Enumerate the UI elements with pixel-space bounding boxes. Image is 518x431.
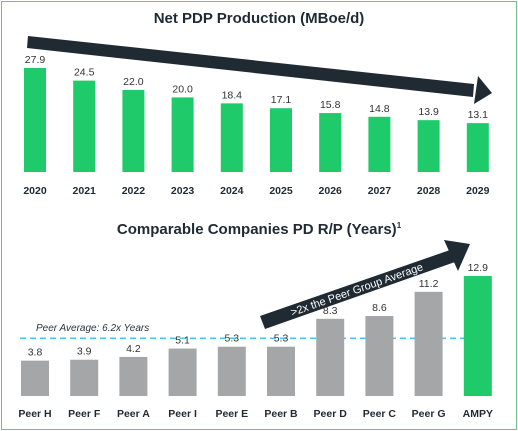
category-label-peer-i: Peer I: [168, 408, 197, 420]
bar-ampy: [463, 276, 492, 396]
peer-group-arrow-head: [444, 240, 470, 271]
value-label-2024: 18.4: [222, 89, 243, 101]
chart1-value-labels: 27.9 24.5 22.0 20.0 18.4 17.1 15.8 14.8 13.9 13.1: [25, 54, 488, 121]
bar-2029: [466, 123, 489, 172]
bar-peer-c: [365, 316, 394, 396]
bar-peer-g: [414, 291, 443, 396]
value-label-ampy: 12.9: [468, 262, 489, 274]
value-label-2020: 27.9: [25, 54, 46, 66]
value-label-peer-b: 5.3: [274, 333, 289, 345]
bar-peer-h: [21, 360, 49, 396]
category-label-peer-g: Peer G: [412, 408, 446, 420]
peer-group-annotation: >2x the Peer Group Average: [289, 261, 425, 319]
bar-peer-d: [316, 318, 345, 396]
bar-2023: [171, 97, 194, 172]
category-label-peer-e: Peer E: [215, 408, 248, 420]
bar-peer-i: [168, 348, 197, 396]
category-label-peer-d: Peer D: [314, 408, 348, 420]
value-label-peer-e: 5.3: [224, 333, 239, 345]
chart2-title-text: Comparable Companies PD R/P (Years): [117, 221, 397, 238]
peer-average-label: Peer Average: 6.2x Years: [36, 323, 149, 334]
bar-2022: [122, 89, 145, 172]
category-label-ampy: AMPY: [463, 408, 493, 420]
category-label-2022: 2022: [122, 185, 146, 197]
category-label-peer-f: Peer F: [68, 408, 101, 420]
bar-2024: [220, 103, 243, 172]
value-label-peer-d: 8.3: [323, 305, 338, 317]
chart1-bars: [24, 67, 489, 172]
bar-2027: [368, 116, 391, 172]
value-label-2027: 14.8: [369, 103, 390, 115]
value-label-2021: 24.5: [74, 67, 95, 79]
value-label-2025: 17.1: [271, 94, 292, 106]
category-label-2029: 2029: [466, 185, 490, 197]
category-label-peer-b: Peer B: [264, 408, 298, 420]
value-label-2022: 22.0: [123, 76, 144, 88]
chart2-bars: [21, 276, 492, 396]
value-label-peer-c: 8.6: [372, 302, 387, 314]
chart2-title-superscript: 1: [397, 221, 402, 230]
category-label-2023: 2023: [171, 185, 195, 197]
decline-arrow: ~7% Annual PDP Decline: [27, 36, 492, 104]
chart2-title: Comparable Companies PD R/P (Years)1: [117, 221, 402, 238]
value-label-peer-h: 3.8: [28, 347, 43, 359]
pdp-production-chart: Net PDP Production (MBoe/d) ~7% Annual P…: [23, 10, 492, 197]
category-label-2027: 2027: [368, 185, 392, 197]
bar-peer-b: [267, 346, 295, 396]
value-label-2028: 13.9: [418, 106, 439, 118]
chart1-category-labels: 2020 2021 2022 2023 2024 2025 2026 2027 2028 2029: [23, 185, 489, 197]
category-label-2025: 2025: [269, 185, 293, 197]
category-label-2024: 2024: [220, 185, 244, 197]
bar-peer-f: [70, 359, 99, 396]
bar-2020: [24, 67, 46, 172]
bar-2028: [417, 120, 440, 172]
category-label-peer-h: Peer H: [18, 408, 51, 420]
peer-group-arrow-body: [260, 250, 455, 329]
category-label-2028: 2028: [417, 185, 441, 197]
decline-arrow-body: [27, 36, 474, 97]
bar-2026: [319, 113, 342, 172]
value-label-peer-f: 3.9: [77, 346, 92, 358]
category-label-peer-a: Peer A: [117, 408, 150, 420]
bar-peer-e: [217, 346, 246, 396]
rp-comparison-chart: Comparable Companies PD R/P (Years)1 Pee…: [18, 221, 493, 420]
category-label-2021: 2021: [73, 185, 97, 197]
value-label-2026: 15.8: [320, 99, 341, 111]
category-label-2020: 2020: [23, 185, 47, 197]
bar-peer-a: [119, 356, 148, 396]
decline-arrow-head: [474, 76, 492, 104]
value-label-2029: 13.1: [468, 109, 489, 121]
category-label-2026: 2026: [319, 185, 343, 197]
chart1-title: Net PDP Production (MBoe/d): [154, 10, 365, 27]
value-label-peer-i: 5.1: [175, 335, 190, 347]
chart2-value-labels: 3.8 3.9 4.2 5.1 5.3 5.3 8.3 8.6 11.2 12.9: [28, 262, 488, 359]
bar-2021: [73, 80, 96, 172]
value-label-peer-a: 4.2: [126, 343, 141, 355]
value-label-peer-g: 11.2: [419, 278, 439, 290]
category-label-peer-c: Peer C: [363, 408, 397, 420]
value-label-2023: 20.0: [172, 83, 193, 95]
bar-2025: [270, 108, 292, 172]
chart2-category-labels: Peer H Peer F Peer A Peer I Peer E Peer B Peer…: [18, 408, 493, 420]
